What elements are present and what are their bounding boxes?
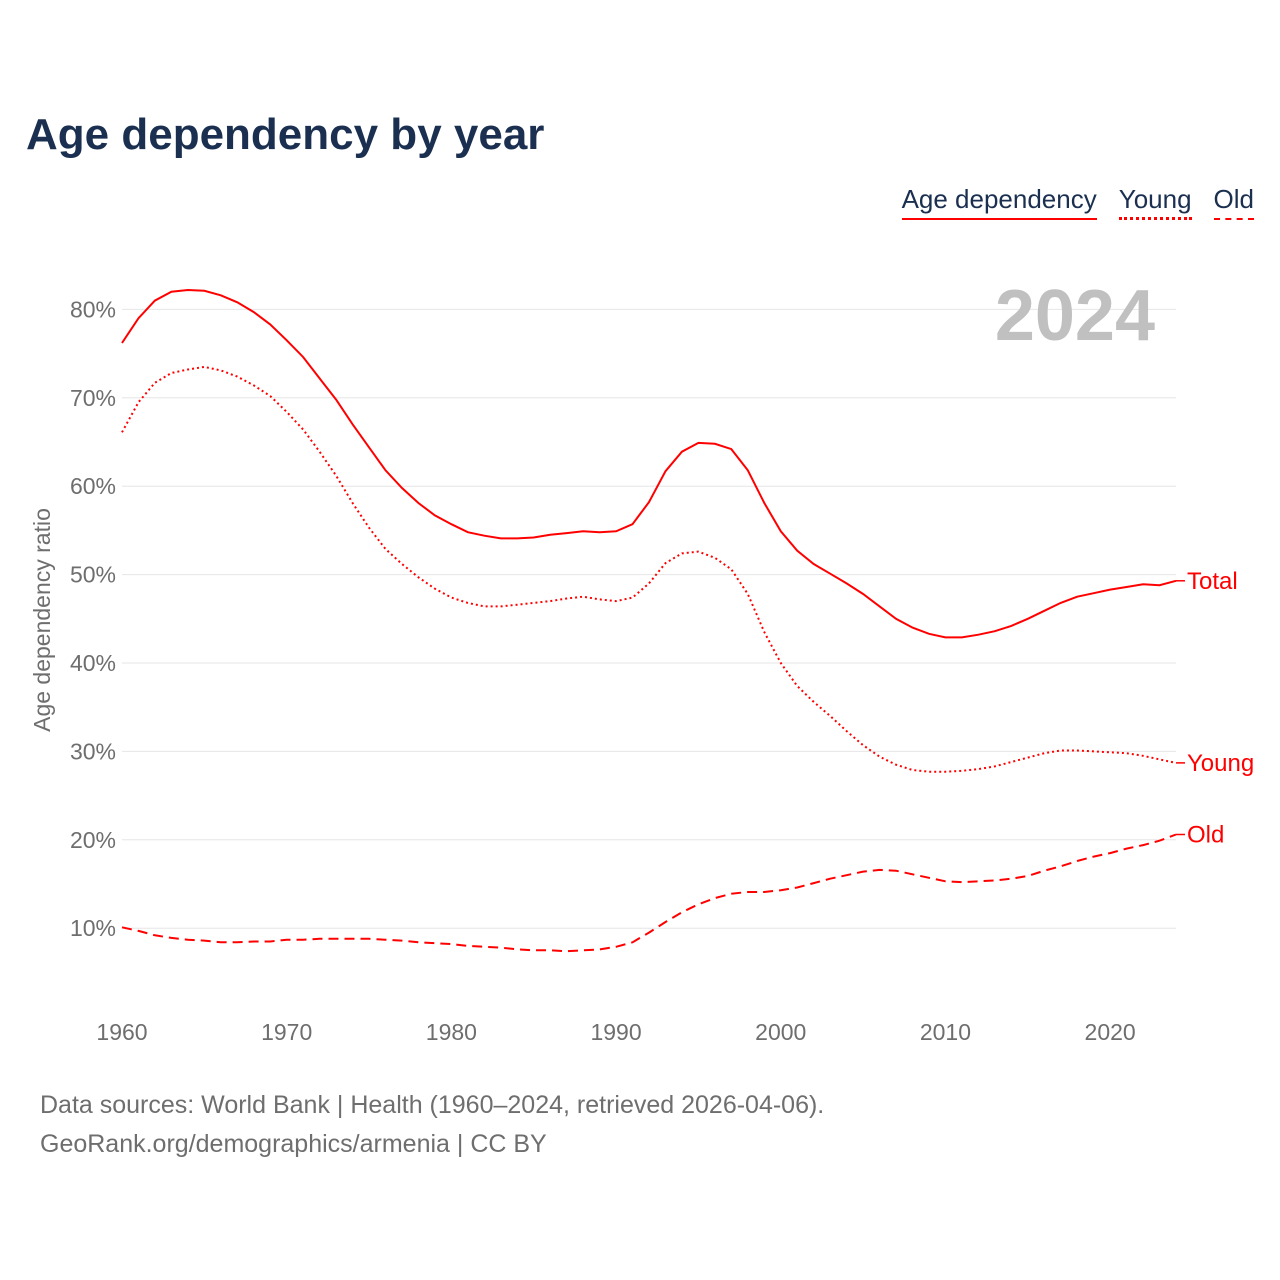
- chart-title: Age dependency by year: [26, 110, 545, 159]
- data-source: Data sources: World Bank | Health (1960–…: [40, 1091, 825, 1119]
- x-tick-label: 1990: [590, 1019, 641, 1045]
- x-tick-label: 1970: [261, 1019, 312, 1045]
- y-tick-label: 70%: [70, 385, 116, 411]
- x-tick-label: 1980: [426, 1019, 477, 1045]
- y-tick-label: 60%: [70, 473, 116, 499]
- y-axis-label: Age dependency ratio: [29, 508, 55, 732]
- series-line-total: [121, 288, 1177, 639]
- y-tick-label: 30%: [70, 738, 116, 764]
- y-tick-label: 20%: [70, 827, 116, 853]
- x-tick-label: 2000: [755, 1019, 806, 1045]
- series-line-old: [121, 833, 1177, 953]
- legend: Age dependency Young Old: [901, 184, 1254, 220]
- end-label-total: Total: [1187, 568, 1238, 595]
- legend-item-old[interactable]: Old: [1213, 184, 1254, 220]
- y-tick-label: 50%: [70, 562, 116, 588]
- x-tick-label: 2010: [920, 1019, 971, 1045]
- end-label-old: Old: [1187, 821, 1224, 848]
- year-label: 2024: [995, 276, 1155, 356]
- series-line-young: [121, 365, 1177, 773]
- x-tick-label: 1960: [96, 1019, 147, 1045]
- legend-item-young[interactable]: Young: [1118, 184, 1192, 220]
- footer: Data sources: World Bank | Health (1960–…: [40, 1086, 824, 1164]
- attribution-link[interactable]: GeoRank.org/demographics/armenia | CC BY: [40, 1130, 547, 1158]
- y-tick-label: 80%: [70, 296, 116, 322]
- y-tick-label: 10%: [70, 915, 116, 941]
- x-tick-label: 2020: [1085, 1019, 1136, 1045]
- legend-item-total[interactable]: Age dependency: [901, 184, 1097, 220]
- y-tick-label: 40%: [70, 650, 116, 676]
- end-label-young: Young: [1187, 750, 1254, 777]
